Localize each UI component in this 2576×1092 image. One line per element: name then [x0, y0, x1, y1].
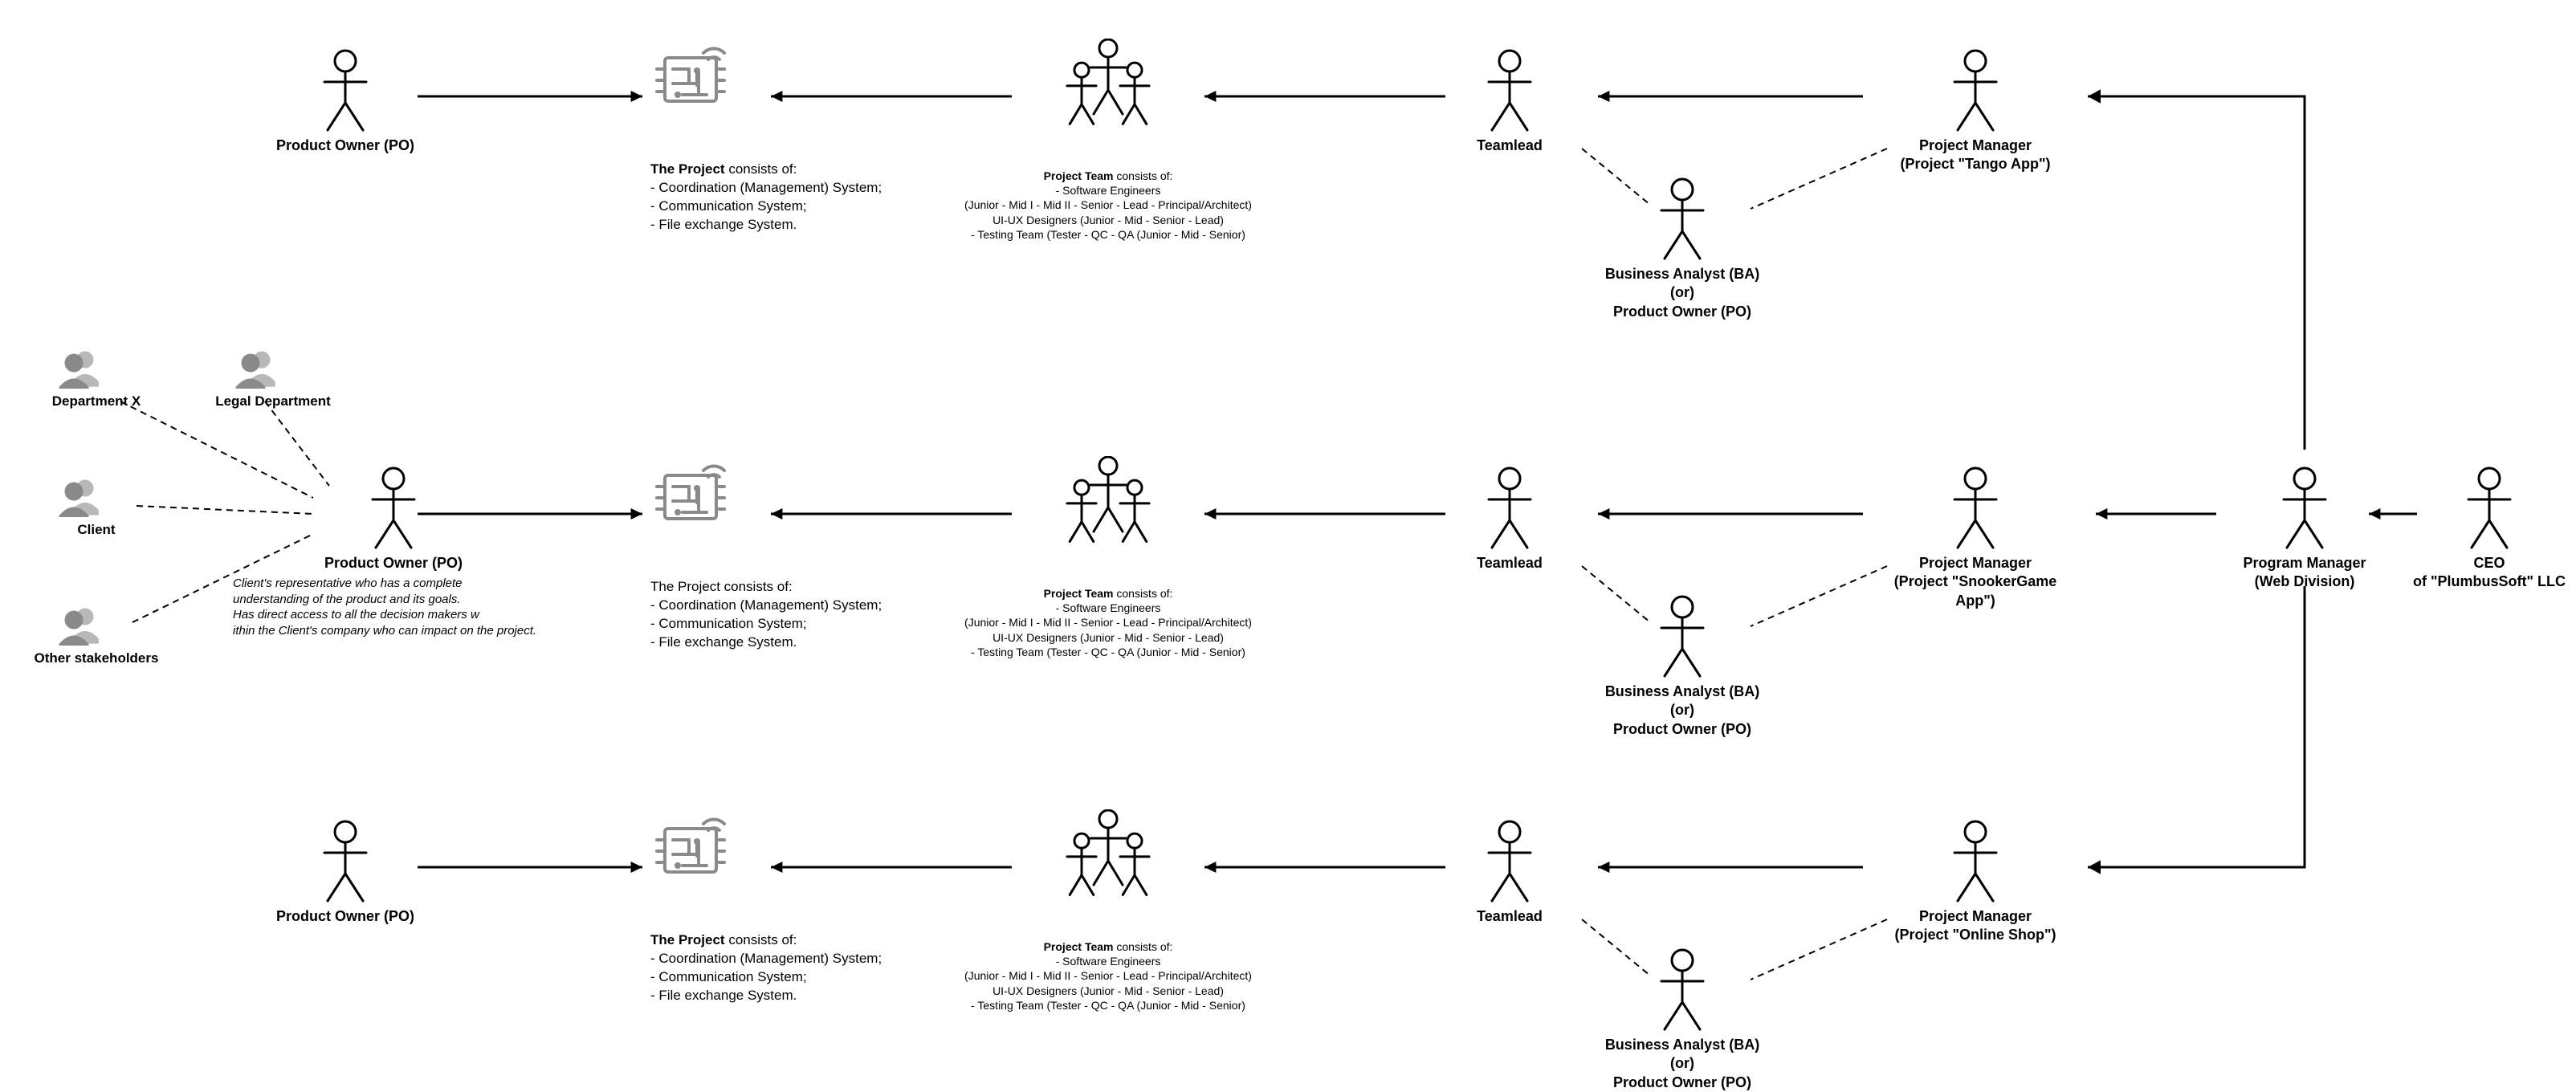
actor-prog: Program Manager(Web Division): [2208, 466, 2401, 592]
actor-tl3: Teamlead: [1413, 819, 1606, 926]
actor-pm2: Project Manager(Project "SnookerGame App…: [1879, 466, 2072, 610]
stakeholder-client: [48, 474, 112, 517]
project-proj2: [642, 464, 739, 525]
actor-po2: Product Owner (PO) Client's representativ…: [233, 466, 554, 638]
actor-tl1: Teamlead: [1413, 48, 1606, 155]
actor-label-po2: Product Owner (PO): [233, 554, 554, 572]
project-text-1: The Project consists of:- Coordination (…: [650, 578, 882, 652]
org-diagram: Product Owner (PO) Product Owner (PO) Clie…: [0, 0, 2576, 1007]
actor-pm3: Project Manager(Project "Online Shop"): [1879, 819, 2072, 945]
team-text-2: Project Team consists of:- Software Engi…: [940, 939, 1277, 1013]
actor-label-tl1: Teamlead: [1413, 136, 1606, 155]
stakeholder-deptx: [48, 345, 112, 389]
actor-ceo: CEOof "PlumbusSoft" LLC: [2393, 466, 2576, 592]
actor-tl2: Teamlead: [1413, 466, 1606, 572]
actor-ba1: Business Analyst (BA)(or)Product Owner (…: [1586, 177, 1779, 321]
team-team3: [1052, 809, 1164, 907]
actor-label-ba1: Business Analyst (BA)(or)Product Owner (…: [1586, 265, 1779, 321]
stakeholder-label-other: Other stakeholders: [24, 650, 169, 666]
project-text-0: The Project consists of:- Coordination (…: [650, 161, 882, 234]
actor-ba2: Business Analyst (BA)(or)Product Owner (…: [1586, 594, 1779, 739]
stakeholder-label-legal: Legal Department: [201, 393, 345, 410]
actor-label-po3: Product Owner (PO): [249, 907, 442, 926]
actor-label-ceo: CEOof "PlumbusSoft" LLC: [2393, 554, 2576, 592]
actor-label-pm3: Project Manager(Project "Online Shop"): [1879, 907, 2072, 945]
project-proj1: [642, 47, 739, 108]
team-team2: [1052, 456, 1164, 554]
stakeholder-other: [48, 602, 112, 646]
stakeholder-legal: [225, 345, 289, 389]
team-text-0: Project Team consists of:- Software Engi…: [940, 169, 1277, 242]
team-team1: [1052, 39, 1164, 136]
actor-label-tl2: Teamlead: [1413, 554, 1606, 572]
actor-pm1: Project Manager(Project "Tango App"): [1879, 48, 2072, 174]
project-text-2: The Project consists of:- Coordination (…: [650, 931, 882, 1005]
actor-label-po1: Product Owner (PO): [249, 136, 442, 155]
team-text-1: Project Team consists of:- Software Engi…: [940, 586, 1277, 659]
actor-sub-po2: Client's representative who has a comple…: [233, 576, 554, 638]
actor-label-ba2: Business Analyst (BA)(or)Product Owner (…: [1586, 682, 1779, 739]
actor-label-tl3: Teamlead: [1413, 907, 1606, 926]
actor-label-ba3: Business Analyst (BA)(or)Product Owner (…: [1586, 1036, 1779, 1092]
actor-label-pm1: Project Manager(Project "Tango App"): [1879, 136, 2072, 174]
stakeholder-label-client: Client: [24, 522, 169, 538]
actor-ba3: Business Analyst (BA)(or)Product Owner (…: [1586, 947, 1779, 1092]
actor-label-prog: Program Manager(Web Division): [2208, 554, 2401, 592]
actor-label-pm2: Project Manager(Project "SnookerGame App…: [1879, 554, 2072, 610]
actor-po1: Product Owner (PO): [249, 48, 442, 155]
stakeholder-label-deptx: Department X: [24, 393, 169, 410]
actor-po3: Product Owner (PO): [249, 819, 442, 926]
project-proj3: [642, 817, 739, 878]
